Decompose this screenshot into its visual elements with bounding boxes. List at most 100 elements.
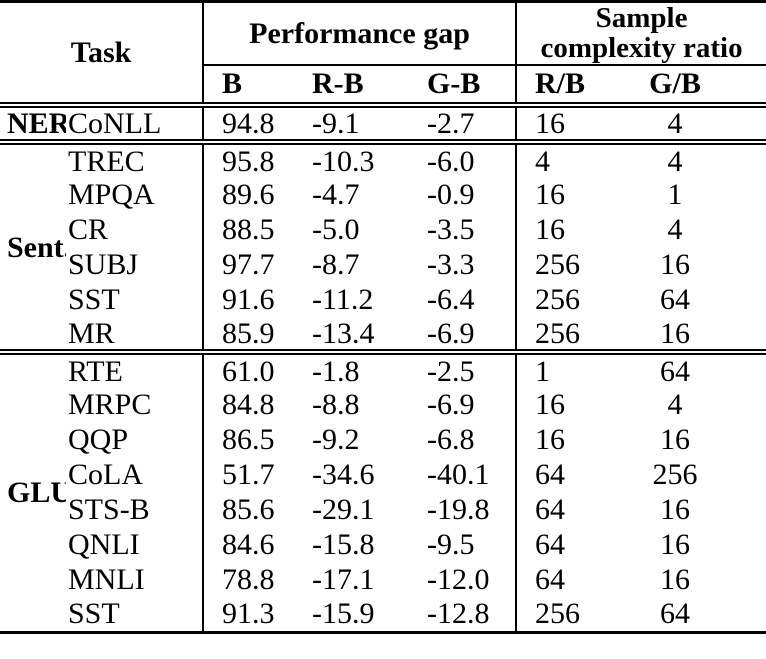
value-b: 85.9 <box>202 317 308 353</box>
value-b: 85.6 <box>202 492 308 528</box>
group-label-ner: NER <box>0 101 66 143</box>
row-sst-sent: SST 91.6 -11.2 -6.4 256 64 <box>0 282 766 318</box>
value-g-over-b: 64 <box>626 349 766 388</box>
row-mr: MR 85.9 -13.4 -6.9 256 16 <box>0 317 766 353</box>
value-b: 61.0 <box>202 349 308 388</box>
value-g-b: -40.1 <box>427 458 490 492</box>
task-cell: MPQA <box>68 178 155 212</box>
value-g-over-b: 64 <box>660 597 691 631</box>
value-g-over-b: 16 <box>660 563 691 597</box>
value-g-over-b: 1 <box>667 178 683 212</box>
value-r-b: -9.1 <box>308 101 421 143</box>
task-cell: QNLI <box>68 528 140 562</box>
value-r-over-b: 16 <box>515 177 627 213</box>
value-r-over-b: 16 <box>515 387 627 423</box>
task-cell: MNLI <box>68 563 145 597</box>
group-label-glue: GLUE <box>0 349 66 633</box>
value-r-b: -8.8 <box>312 388 360 422</box>
value-r-b: -17.1 <box>312 563 375 597</box>
row-mpqa: MPQA 89.6 -4.7 -0.9 16 1 <box>0 177 766 213</box>
row-trec: Sent. TREC 95.8 -10.3 -6.0 4 4 <box>0 139 766 353</box>
task-cell: QQP <box>68 423 129 457</box>
value-b: 97.7 <box>202 247 308 283</box>
value-g-over-b: 16 <box>660 423 691 457</box>
value-g-b: -6.8 <box>427 423 475 457</box>
value-g-b: -6.0 <box>421 139 517 178</box>
value-g-b: -2.5 <box>421 349 517 388</box>
value-r-b: -4.7 <box>312 178 360 212</box>
value-r-over-b: 64 <box>515 527 627 563</box>
header-col-g-over-b: G/B <box>626 63 766 105</box>
value-r-b: -11.2 <box>312 283 374 317</box>
row-conll: NER CoNLL 94.8 -9.1 -2.7 16 4 <box>0 101 766 143</box>
task-cell: CR <box>68 213 109 247</box>
value-r-over-b: 256 <box>515 282 627 318</box>
group-label-sent: Sent. <box>0 139 66 353</box>
value-r-b: -15.9 <box>312 597 375 631</box>
header-row-groups: Task Performance gap Sample complexity r… <box>0 1 766 68</box>
value-g-b: -9.5 <box>427 528 475 562</box>
value-g-over-b: 4 <box>626 101 766 143</box>
task-cell: SST <box>68 283 120 317</box>
value-b: 88.5 <box>202 212 308 248</box>
value-g-over-b: 256 <box>652 458 698 492</box>
value-b: 91.6 <box>202 282 308 318</box>
value-r-b: -10.3 <box>308 139 421 178</box>
row-mrpc: MRPC 84.8 -8.8 -6.9 16 4 <box>0 387 766 423</box>
header-col-r-over-b: R/B <box>515 63 627 105</box>
value-g-b: -6.9 <box>427 317 475 350</box>
value-b: 95.8 <box>202 139 308 178</box>
value-r-over-b: 1 <box>515 349 627 388</box>
row-sst-glue: SST 91.3 -15.9 -12.8 256 64 <box>0 597 766 633</box>
value-g-over-b: 16 <box>660 317 691 350</box>
row-subj: SUBJ 97.7 -8.7 -3.3 256 16 <box>0 247 766 283</box>
value-g-over-b: 64 <box>660 283 691 317</box>
header-col-g-b: G-B <box>421 63 517 105</box>
value-r-over-b: 256 <box>515 247 627 283</box>
task-cell: SST <box>68 597 120 631</box>
value-r-b: -15.8 <box>312 528 375 562</box>
row-qqp: QQP 86.5 -9.2 -6.8 16 16 <box>0 422 766 458</box>
header-performance-gap: Performance gap <box>201 1 517 65</box>
row-qnli: QNLI 84.6 -15.8 -9.5 64 16 <box>0 527 766 563</box>
value-b: 86.5 <box>202 422 308 458</box>
results-table: Task Performance gap Sample complexity r… <box>0 0 766 634</box>
value-b: 84.6 <box>202 527 308 563</box>
value-r-b: -8.7 <box>312 248 360 282</box>
value-b: 94.8 <box>202 101 308 143</box>
value-b: 84.8 <box>202 387 308 423</box>
value-g-b: -3.5 <box>427 213 475 247</box>
value-g-b: -12.0 <box>427 563 490 597</box>
value-g-b: -3.3 <box>427 248 475 282</box>
row-cr: CR 88.5 -5.0 -3.5 16 4 <box>0 212 766 248</box>
value-r-over-b: 16 <box>515 212 627 248</box>
task-cell: RTE <box>66 349 203 388</box>
task-cell: SUBJ <box>68 248 139 282</box>
header-row-subcolumns: B R-B G-B R/B G/B <box>0 63 766 105</box>
header-sample-complexity-ratio: Sample complexity ratio <box>515 1 766 65</box>
value-r-over-b: 64 <box>515 457 627 493</box>
row-cola: CoLA 51.7 -34.6 -40.1 64 256 <box>0 457 766 493</box>
value-g-b: -19.8 <box>427 493 490 527</box>
value-r-b: -29.1 <box>312 493 375 527</box>
value-b: 91.3 <box>202 597 308 633</box>
value-r-b: -13.4 <box>312 317 375 350</box>
header-col-b: B <box>202 63 308 105</box>
task-cell: STS-B <box>68 493 150 527</box>
value-g-b: -2.7 <box>421 101 517 143</box>
value-r-over-b: 256 <box>515 597 627 633</box>
value-r-over-b: 16 <box>515 101 627 143</box>
task-cell: CoNLL <box>66 101 203 143</box>
header-task: Task <box>70 35 132 69</box>
value-g-over-b: 16 <box>660 248 691 282</box>
value-g-over-b: 4 <box>667 213 683 247</box>
row-mnli: MNLI 78.8 -17.1 -12.0 64 16 <box>0 562 766 598</box>
value-r-over-b: 64 <box>515 492 627 528</box>
value-b: 89.6 <box>202 177 308 213</box>
value-g-b: -0.9 <box>427 178 475 212</box>
value-g-b: -6.4 <box>427 283 475 317</box>
value-b: 78.8 <box>202 562 308 598</box>
value-g-b: -6.9 <box>427 388 475 422</box>
value-g-over-b: 16 <box>660 528 691 562</box>
